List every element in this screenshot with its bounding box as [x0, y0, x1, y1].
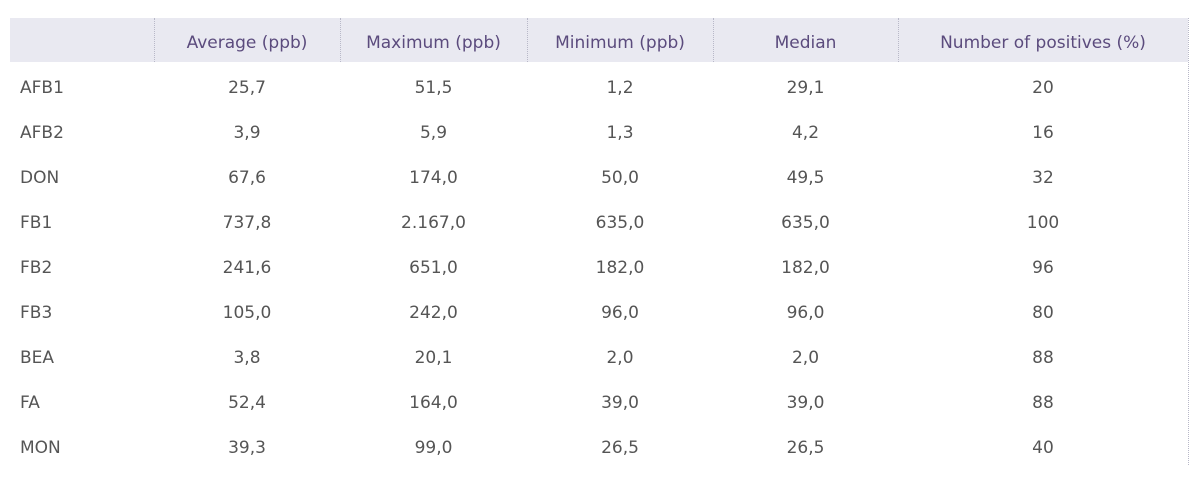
data-cell: 26,5 [601, 438, 639, 458]
header-band [10, 18, 1188, 62]
column-separator [527, 18, 528, 62]
data-cell: 20,1 [414, 348, 453, 368]
data-cell: 40 [1032, 438, 1054, 458]
data-cell: 635,0 [781, 213, 830, 233]
data-cell: 100 [1026, 213, 1060, 233]
data-cell: 96,0 [786, 303, 825, 323]
data-cell: 1,3 [606, 123, 634, 143]
row-label: FA [20, 393, 40, 413]
data-cell: 4,2 [791, 123, 820, 143]
column-separator [154, 18, 155, 62]
data-cell: 25,7 [228, 78, 266, 98]
header-cell: Median [774, 33, 837, 53]
data-cell: 651,0 [409, 258, 458, 278]
data-cell: 88 [1032, 348, 1054, 368]
data-cell: 241,6 [222, 258, 272, 278]
data-cell: 2.167,0 [401, 213, 466, 233]
data-cell: 96,0 [601, 303, 639, 323]
data-cell: 51,5 [414, 78, 453, 98]
data-cell: 50,0 [601, 168, 639, 188]
data-cell: 67,6 [228, 168, 266, 188]
data-cell: 5,9 [419, 123, 448, 143]
header-cell: Maximum (ppb) [366, 33, 501, 53]
row-label: AFB1 [20, 78, 64, 98]
data-cell: 20 [1032, 78, 1054, 98]
data-cell: 105,0 [222, 303, 272, 323]
data-cell: 1,2 [606, 78, 634, 98]
data-cell: 635,0 [595, 213, 645, 233]
header-cell: Minimum (ppb) [555, 33, 685, 53]
data-cell: 164,0 [409, 393, 458, 413]
data-cell: 39,3 [228, 438, 266, 458]
data-cell: 39,0 [786, 393, 825, 413]
data-cell: 2,0 [791, 348, 820, 368]
data-cell: 29,1 [786, 78, 825, 98]
data-cell: 3,8 [233, 348, 261, 368]
data-cell: 96 [1032, 258, 1054, 278]
row-label: FB1 [20, 213, 53, 233]
data-cell: 16 [1032, 123, 1054, 143]
header-cell: Number of positives (%) [940, 33, 1146, 53]
data-cell: 80 [1032, 303, 1054, 323]
data-cell: 52,4 [228, 393, 266, 413]
data-cell: 39,0 [601, 393, 639, 413]
data-cell: 99,0 [414, 438, 453, 458]
row-label: DON [20, 168, 60, 188]
data-cell: 737,8 [222, 213, 272, 233]
data-cell: 26,5 [786, 438, 825, 458]
row-label: AFB2 [20, 123, 64, 143]
row-label: MON [20, 438, 61, 458]
data-cell: 88 [1032, 393, 1054, 413]
data-cell: 182,0 [595, 258, 645, 278]
header-cell: Average (ppb) [186, 33, 308, 53]
data-cell: 3,9 [233, 123, 261, 143]
column-separator [340, 18, 341, 62]
data-cell: 182,0 [781, 258, 830, 278]
column-separator [1188, 18, 1189, 465]
data-cell: 2,0 [606, 348, 634, 368]
row-label: BEA [20, 348, 55, 368]
row-label: FB3 [20, 303, 53, 323]
data-cell: 32 [1032, 168, 1054, 188]
row-label: FB2 [20, 258, 53, 278]
data-cell: 242,0 [409, 303, 458, 323]
data-cell: 49,5 [786, 168, 825, 188]
column-separator [713, 18, 714, 62]
data-cell: 174,0 [409, 168, 458, 188]
column-separator [898, 18, 899, 62]
